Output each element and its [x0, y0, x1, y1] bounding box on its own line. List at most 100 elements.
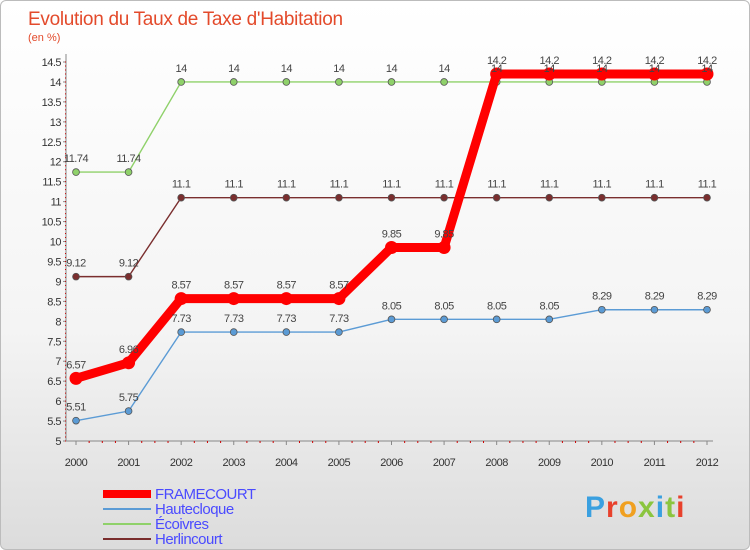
x-tick-label: 2001: [117, 457, 140, 469]
y-tick-label: 7.5: [47, 336, 61, 348]
data-point: [72, 416, 80, 425]
data-point: [703, 305, 711, 314]
y-tick-label: 13.5: [42, 97, 62, 109]
data-point: [69, 371, 83, 385]
data-point: [177, 193, 185, 202]
data-label: 14: [281, 63, 293, 75]
y-tick-label: 5.5: [47, 416, 61, 428]
data-label: 11.1: [487, 179, 506, 191]
data-label: 8.05: [434, 300, 454, 312]
data-label: 14: [438, 63, 450, 75]
logo-letter: t: [665, 491, 676, 524]
data-label: 11.1: [540, 179, 559, 191]
data-label: 6.96: [119, 344, 139, 356]
y-tick-label: 12: [50, 157, 62, 169]
data-point: [545, 315, 554, 324]
data-point: [177, 328, 185, 336]
data-point: [440, 315, 448, 324]
data-label: 14.2: [592, 55, 612, 67]
data-label: 9.85: [434, 229, 454, 241]
data-point: [545, 193, 554, 202]
data-label: 11.1: [382, 179, 401, 191]
data-point: [227, 292, 241, 306]
data-label: 14: [228, 63, 240, 75]
data-label: 14: [491, 63, 503, 75]
data-point: [335, 193, 343, 202]
data-point: [437, 241, 451, 255]
data-point: [124, 272, 133, 281]
data-label: 11.1: [172, 179, 191, 191]
x-tick-label: 2010: [591, 457, 614, 469]
series-line-framecourt: [74, 69, 707, 383]
legend-label: Hautecloque: [155, 501, 234, 518]
data-point: [440, 78, 448, 86]
y-tick-label: 8.5: [47, 296, 61, 308]
data-point: [490, 67, 504, 81]
data-label: 11.74: [116, 153, 141, 165]
data-label: 14: [649, 63, 661, 75]
x-tick-label: 2007: [433, 457, 456, 469]
y-tick-label: 9: [55, 276, 61, 288]
x-tick-label: 2008: [485, 457, 508, 469]
data-point: [492, 193, 501, 202]
data-label: 7.73: [171, 313, 191, 325]
data-label: 14: [544, 63, 556, 75]
data-point: [279, 292, 293, 306]
data-point: [229, 78, 238, 86]
chart-subtitle: (en %): [28, 32, 60, 44]
data-label: 14.2: [487, 55, 507, 67]
data-point: [177, 78, 185, 86]
data-label: 11.1: [435, 179, 454, 191]
data-point: [124, 168, 133, 176]
legend-label: Herlincourt: [155, 531, 223, 548]
data-point: [229, 193, 238, 202]
logo-letter: o: [619, 491, 638, 524]
data-label: 8.29: [592, 291, 612, 303]
data-point: [332, 292, 346, 306]
data-point: [598, 305, 606, 314]
data-label: 14.2: [697, 55, 717, 67]
proxiti-logo: Proxiti: [585, 491, 685, 524]
data-label: 11.1: [645, 179, 664, 191]
data-label: 7.73: [277, 313, 297, 325]
y-tick-label: 8: [55, 316, 61, 328]
data-label: 7.73: [224, 313, 244, 325]
data-point: [387, 78, 396, 86]
data-label: 14: [596, 63, 608, 75]
data-label: 5.75: [119, 392, 139, 404]
data-point: [387, 315, 396, 324]
x-tick-label: 2005: [328, 457, 351, 469]
logo-letter: i: [676, 491, 685, 524]
data-label: 11.74: [64, 153, 89, 165]
data-point: [598, 193, 606, 202]
series-line-écoivres: [76, 81, 707, 173]
data-point: [440, 193, 448, 202]
y-tick-label: 6.5: [47, 376, 61, 388]
y-tick-label: 11: [51, 197, 62, 209]
data-point: [72, 168, 80, 176]
legend-label: FRAMECOURT: [155, 486, 256, 503]
x-tick-label: 2000: [65, 457, 88, 469]
data-labels: 5.51 5.75 7.73 7.73 7.73 7.73 8.05 8.05 8.05 8.05…: [64, 55, 718, 414]
data-label: 8.57: [224, 280, 244, 292]
y-tick-label: 13: [50, 117, 62, 129]
data-label: 11.1: [330, 179, 349, 191]
data-point: [282, 328, 291, 336]
data-label: 14: [176, 63, 188, 75]
data-point: [595, 67, 609, 81]
data-point: [492, 315, 501, 324]
y-tick-label: 10.5: [42, 217, 62, 229]
data-label: 9.12: [119, 258, 139, 270]
y-tick-label: 14.5: [42, 57, 62, 69]
data-label: 8.29: [645, 291, 665, 303]
data-label: 11.1: [277, 179, 296, 191]
data-label: 8.05: [382, 300, 402, 312]
chart-title: Evolution du Taux de Taxe d'Habitation: [28, 9, 343, 30]
x-tick-label: 2006: [380, 457, 403, 469]
x-tick-label: 2002: [170, 457, 193, 469]
logo-letter: r: [606, 491, 619, 524]
x-tick-label: 2012: [696, 457, 719, 469]
data-point: [72, 272, 80, 281]
data-label: 8.57: [277, 280, 297, 292]
